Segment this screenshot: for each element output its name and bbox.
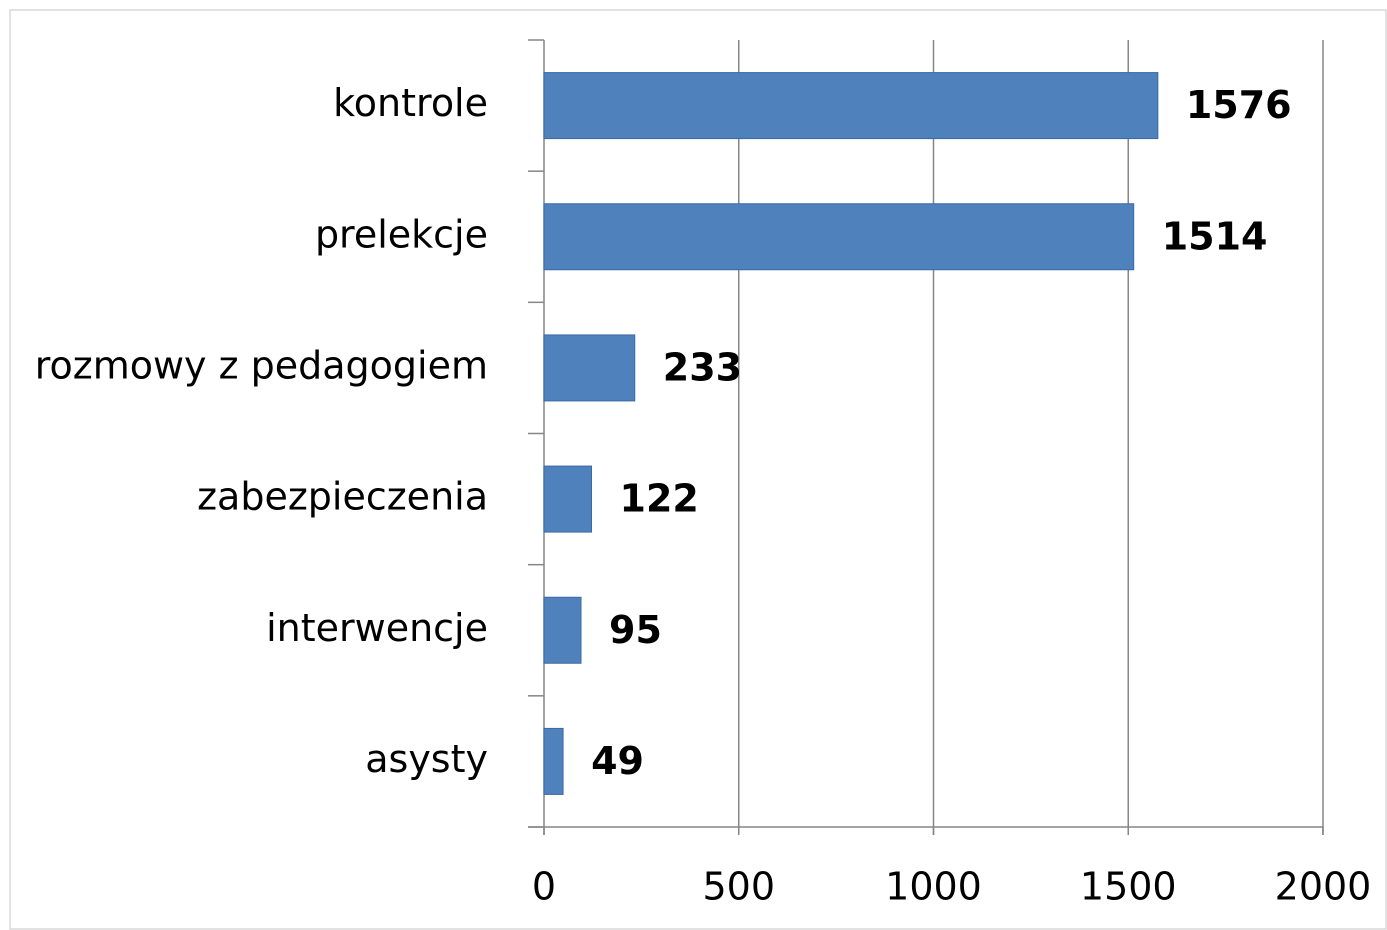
y-tick-label: zabezpieczenia [197,475,488,519]
data-label: 1514 [1162,214,1268,258]
y-tick-label: rozmowy z pedagogiem [35,343,488,387]
x-tick-label: 1500 [1080,865,1177,909]
y-tick-label: prelekcje [315,212,488,256]
data-label: 233 [663,345,742,389]
bar [543,203,1135,271]
y-tick-label: kontrole [333,81,488,125]
bar [543,72,1159,140]
y-tick-label: asysty [365,737,488,781]
x-tick-label: 1000 [885,865,982,909]
bar [543,727,564,795]
data-label: 49 [591,739,644,783]
bar [543,334,636,402]
y-tick-label: interwencje [266,606,488,650]
chart-frame [9,9,1387,930]
bar [543,596,582,664]
data-label: 122 [620,477,699,521]
x-tick-label: 0 [532,865,556,909]
bar [543,465,593,533]
x-tick-label: 500 [702,865,775,909]
data-label: 1576 [1186,83,1292,127]
x-tick-label: 2000 [1275,865,1372,909]
data-label: 95 [609,608,662,652]
